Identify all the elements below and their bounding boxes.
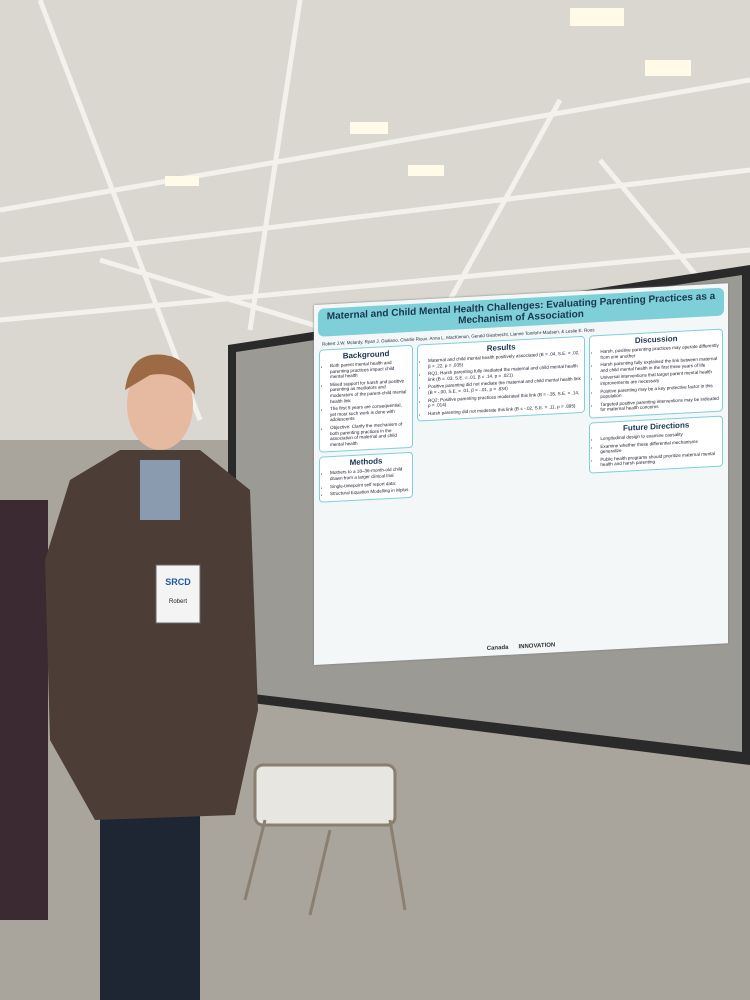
bullet-list: Maternal and child mental health positiv… [421,350,581,417]
bullet: Both parent mental health and parenting … [330,359,409,380]
bullet: Mixed support for harsh and positive par… [330,378,409,405]
sponsor-logo: INNOVATION [518,642,556,651]
person-left [0,500,48,920]
sponsor-logo: Canada [486,644,509,652]
poster-section: ResultsMaternal and child mental health … [417,335,586,422]
poster-section: BackgroundBoth parent mental health and … [319,344,414,454]
column-middle: ResultsMaternal and child mental health … [417,335,586,502]
badge-name: Robert [169,599,187,605]
poster-section: Future DirectionsLongitudinal design to … [589,415,723,474]
trusses [0,0,750,421]
bullet-list: Mothers to a 18–36-month-old child drawn… [323,466,409,497]
poster: Maternal and Child Mental Health Challen… [314,283,728,665]
presenter [45,354,258,1000]
poster-section: MethodsMothers to a 18–36-month-old chil… [319,452,414,503]
bullet-list: Both parent mental health and parenting … [323,359,409,448]
bullet: The first 5 years are consequential, yet… [330,402,409,423]
badge-org: SRCD [165,577,191,587]
column-left: BackgroundBoth parent mental health and … [319,344,414,507]
bullet-list: Harsh, positive parenting practices may … [593,343,719,414]
column-right: DiscussionHarsh, positive parenting prac… [589,328,723,493]
poster-section: DiscussionHarsh, positive parenting prac… [589,328,723,419]
poster-columns: BackgroundBoth parent mental health and … [314,326,728,508]
bullet: Objective: Clarify the mechanism of both… [330,421,409,448]
lights [165,8,691,186]
chair [243,763,407,916]
bullet-list: Longitudinal design to examine causality… [593,430,719,469]
